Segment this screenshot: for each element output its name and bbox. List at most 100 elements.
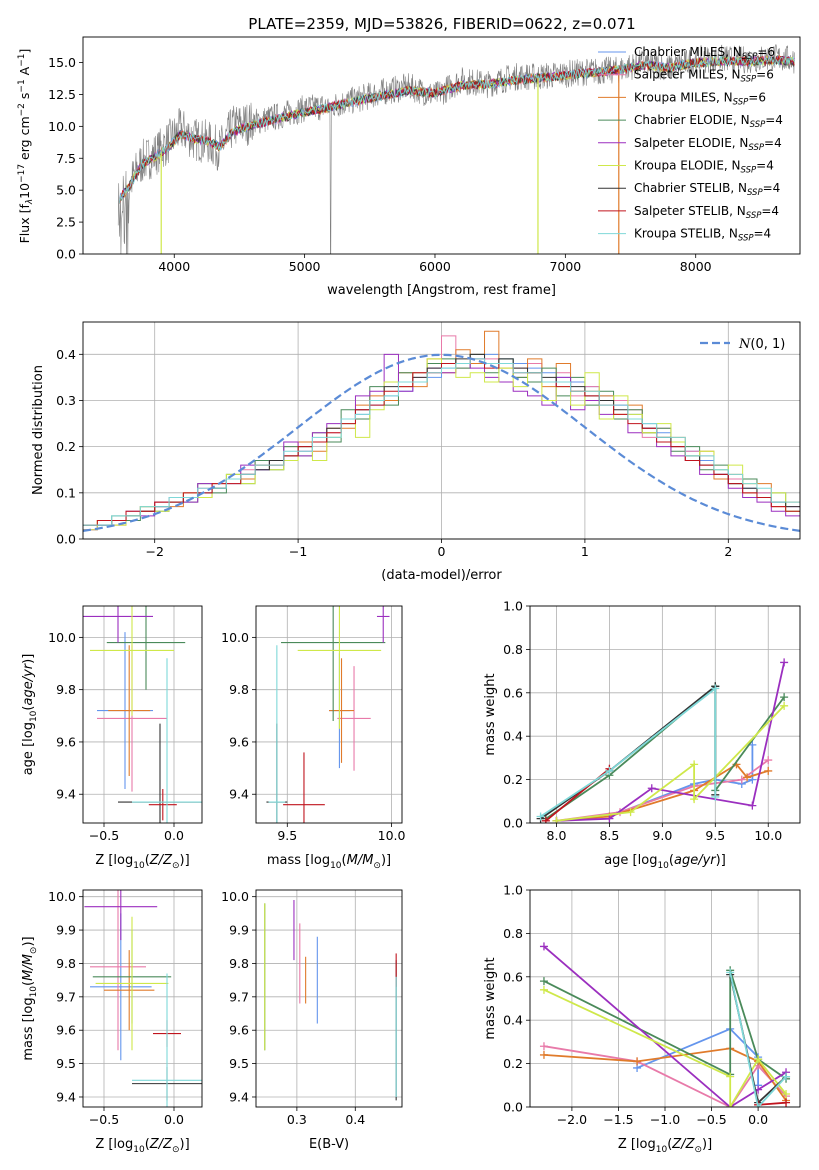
mass-weight-vs-Z-panel: −2.0 −1.5 −1.0 −0.5 0.0 0.0 0.2 0.4 0.6 0.8 1.0 Z [… [483, 883, 801, 1155]
y-tick-label: 9.8 [229, 682, 249, 697]
grid [256, 606, 402, 823]
errorbar-point [281, 606, 386, 722]
errorbar-point [132, 658, 202, 823]
weight-series [552, 658, 789, 823]
x-tick-label: 5000 [289, 259, 321, 274]
y-tick-label: 10.0 [48, 630, 76, 645]
weight-marker [711, 792, 720, 801]
y-tick-label: 10.0 [221, 630, 249, 645]
weight-line [729, 972, 787, 1107]
age-vs-mass-panel: 9.5 10.0 9.4 9.6 9.8 10.0 mass [log10(M/M⊙)] [221, 605, 406, 871]
axes-frame [82, 321, 801, 540]
y-tick-label: 0.8 [503, 926, 523, 941]
x-tick-label: 8.0 [547, 828, 567, 843]
age-vs-Z-panel: −0.5 0.0 9.4 9.6 9.8 10.0 Z [log10(Z/Z⊙)] age [… [21, 605, 203, 871]
weight-data [539, 942, 791, 1107]
x-axis-label: (data-model)/error [381, 568, 502, 583]
Z-label: Z [log10(Z/Z⊙)] [95, 853, 189, 871]
legend-label: Kroupa STELIB, NSSP=4 [634, 227, 771, 244]
weight-marker [626, 808, 635, 817]
legend-item: Salpeter ELODIE, NSSP=4 [598, 136, 782, 153]
errorbar-point [104, 950, 155, 1031]
legend-label: Chabrier MILES, NSSP=6 [634, 45, 775, 62]
axes-frame [255, 889, 403, 1108]
ticks: −2 −1 0 1 2 0.0 0.1 0.2 0.3 0.4 [56, 347, 732, 559]
axes-frame [82, 605, 203, 824]
legend-item: Kroupa ELODIE, NSSP=4 [598, 159, 774, 176]
ticks: 9.5 10.0 9.4 9.6 9.8 10.0 [221, 630, 405, 843]
grid [83, 890, 202, 1107]
weight-marker [690, 760, 699, 769]
axes-frame [255, 605, 403, 824]
y-tick-label: 9.5 [229, 1056, 249, 1071]
y-tick-label: 9.4 [229, 787, 249, 802]
legend-item: Chabrier ELODIE, NSSP=4 [598, 113, 783, 130]
y-tick-label: 15.0 [48, 55, 76, 70]
axes-frame [82, 36, 801, 255]
y-tick-label: 9.4 [56, 787, 76, 802]
weight-line [758, 1101, 787, 1106]
y-tick-label: 9.6 [56, 734, 76, 749]
mass-label: mass [log10(M/M⊙)] [267, 853, 391, 871]
x-tick-label: 10.0 [754, 828, 782, 843]
y-tick-label: 2.5 [56, 215, 76, 230]
weight-marker [782, 1089, 791, 1098]
weight-marker [726, 1072, 735, 1081]
legend-item: Chabrier STELIB, NSSP=4 [598, 181, 780, 198]
y-tick-label: 0.3 [56, 393, 76, 408]
y-tick-label: 9.5 [56, 1056, 76, 1071]
weight-line [543, 945, 787, 1107]
y-tick-label: 0.2 [503, 772, 523, 787]
y-tick-label: 0.0 [56, 532, 76, 547]
legend-label: Kroupa ELODIE, NSSP=4 [634, 159, 774, 176]
x-tick-label: 0 [438, 544, 446, 559]
y-tick-label: 10.0 [48, 889, 76, 904]
errorbar-point [95, 916, 169, 1051]
weight-line [543, 988, 787, 1107]
y-tick-label: 0.0 [503, 1100, 523, 1115]
y-tick-label: 9.9 [229, 923, 249, 938]
weight-marker [539, 1042, 548, 1051]
x-tick-label: 0.0 [748, 1112, 768, 1127]
y-tick-label: 10.0 [221, 889, 249, 904]
errorbar-point [337, 666, 371, 771]
x-tick-label: 6000 [419, 259, 451, 274]
x-axis-label: wavelength [Angstrom, rest frame] [327, 283, 556, 298]
age-label: age [log10(age/yr)] [21, 654, 39, 776]
x-tick-label: 9.0 [652, 828, 672, 843]
errorbar-point [376, 606, 390, 643]
weight-series [541, 682, 789, 823]
weight-marker [726, 968, 735, 977]
errorbar-point [108, 645, 151, 776]
mass-vs-EBV-panel: 0.3 0.4 9.4 9.5 9.6 9.7 9.8 9.9 10.0 E(B-V) [221, 889, 403, 1152]
legend-item: Salpeter MILES, NSSP=6 [598, 68, 774, 85]
weight-marker [764, 756, 773, 765]
errorbar-point [268, 645, 286, 823]
axes-frame [82, 889, 203, 1108]
y-tick-label: 0.0 [56, 247, 76, 262]
x-tick-label: 0.0 [164, 1112, 184, 1127]
errorbar-point [83, 606, 153, 643]
ticks: 4000 5000 6000 7000 8000 0.0 2.5 5.0 7.5 10.0 12.5… [48, 55, 712, 274]
x-tick-label: −1.5 [603, 1112, 633, 1127]
axes-frame [529, 889, 801, 1108]
weight-marker [605, 814, 614, 823]
figure-title: PLATE=2359, MJD=53826, FIBERID=0622, z=0… [248, 15, 635, 33]
ticks: 8.0 8.5 9.0 9.5 10.0 0.0 0.2 0.4 0.6 0.8 1.0 [503, 599, 782, 844]
errorbar-point [297, 606, 382, 729]
legend-label: Salpeter MILES, NSSP=6 [634, 68, 774, 85]
y-axis-label: mass weight [483, 957, 498, 1039]
legend-item: Salpeter STELIB, NSSP=4 [598, 204, 779, 221]
axes-frame [529, 605, 801, 824]
spectrum-legend: Chabrier MILES, NSSP=6 Salpeter MILES, NS… [598, 45, 783, 244]
errorbar-point [90, 890, 146, 1051]
model-spectrum-line [119, 55, 795, 204]
x-tick-label: −2 [145, 544, 163, 559]
errorbar-point [283, 752, 325, 823]
weight-marker [633, 1057, 642, 1066]
normal-curve-line [83, 353, 800, 532]
weight-marker [748, 775, 757, 784]
legend-label: N(0, 1) [738, 337, 785, 352]
y-tick-label: 10.0 [48, 119, 76, 134]
Z-label: Z [log10(Z/Z⊙)] [95, 1137, 189, 1155]
